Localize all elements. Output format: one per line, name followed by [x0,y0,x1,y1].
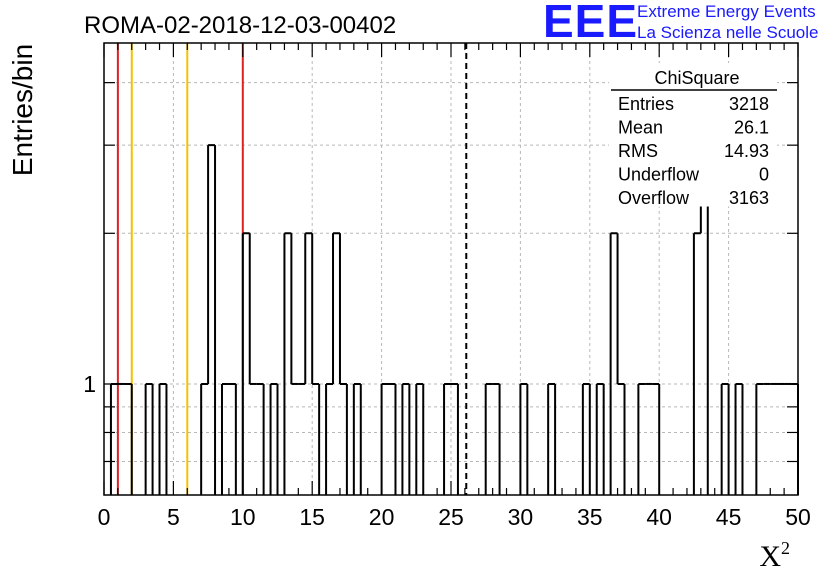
y-axis-label: Entries/bin [7,44,38,176]
histogram-bar [144,382,154,495]
stats-row-label: Overflow [618,188,690,208]
histogram-bar [547,382,557,495]
x-tick-label: 5 [167,504,180,530]
histogram-bar [692,232,701,495]
x-axis-label-base: X [759,540,781,572]
x-tick-label: 35 [577,504,603,530]
x-tick-label: 10 [230,504,256,530]
histogram-bar [207,144,217,495]
histogram-bar [492,382,501,495]
x-tick-label: 20 [369,504,395,530]
histogram-bar [124,382,133,495]
stats-row-label: Mean [618,118,663,138]
histogram-bar [595,382,605,495]
histogram-bar [637,382,646,495]
stats-box-bg [609,63,777,207]
x-tick-label: 50 [785,504,811,530]
x-tick-label: 40 [646,504,672,530]
histogram-bar [451,382,459,495]
histogram-bar [401,382,411,495]
histogram-bar [720,382,730,495]
reference-lines [116,43,244,495]
x-tick-label: 0 [98,504,111,530]
histogram-bar [283,232,293,495]
histogram-bar [269,382,279,495]
histogram-bar [443,382,451,495]
histogram-bar [791,382,799,495]
chart-title: ROMA-02-2018-12-03-00402 [84,12,396,39]
x-tick-label: 15 [299,504,325,530]
histogram-bar [200,382,209,495]
histogram-bar [388,382,397,495]
stats-row-value: 14.93 [724,141,769,161]
brand-block: EEE Extreme Energy Events La Scienza nel… [543,0,833,47]
stats-row-label: RMS [618,141,658,161]
histogram-bar [339,382,348,495]
stats-row-value: 3218 [729,94,769,114]
x-axis-label-sup: 2 [781,538,790,558]
histogram-bar [734,382,744,495]
axes: 0 5 10 15 20 25 30 35 40 45 50 1 [83,42,811,530]
histogram-bar [652,382,661,495]
x-tick-label: 25 [438,504,464,530]
histogram-bar [228,382,237,495]
histogram-bar [220,382,229,495]
histogram-bar [519,382,529,495]
histogram-bar [415,382,425,495]
stats-row-value: 3163 [729,188,769,208]
histogram-bar [158,382,168,495]
stats-row-label: Underflow [618,165,700,185]
stats-row-value: 26.1 [734,118,769,138]
y-tick-label: 1 [83,371,96,397]
histogram-bar [241,232,251,495]
stats-box-title: ChiSquare [654,68,739,88]
histogram-bar [581,382,591,495]
eee-logo: EEE [543,0,639,47]
histogram-bar [617,382,626,495]
histogram-bar [109,382,118,495]
x-tick-label: 30 [508,504,534,530]
histogram-bar [256,382,265,495]
histogram-bar [304,232,314,384]
histogram-bar [312,382,321,495]
stats-row-value: 0 [759,165,769,185]
stats-row-label: Entries [618,94,674,114]
histogram-bar [332,232,341,384]
histogram-bar [325,382,334,495]
histogram-bar [352,382,362,495]
histogram-bar [380,382,389,495]
histogram-bar [755,382,764,495]
x-axis-label: X2 [759,538,790,572]
x-tick-label: 45 [716,504,742,530]
stats-box: ChiSquare Entries 3218 Mean 26.1 RMS 14.93 Unde… [609,63,777,208]
brand-line-2: La Scienza nelle Scuole [637,23,819,42]
histogram-bar [484,382,493,495]
brand-line-1: Extreme Energy Events [637,2,816,21]
histogram-bar [609,232,619,495]
